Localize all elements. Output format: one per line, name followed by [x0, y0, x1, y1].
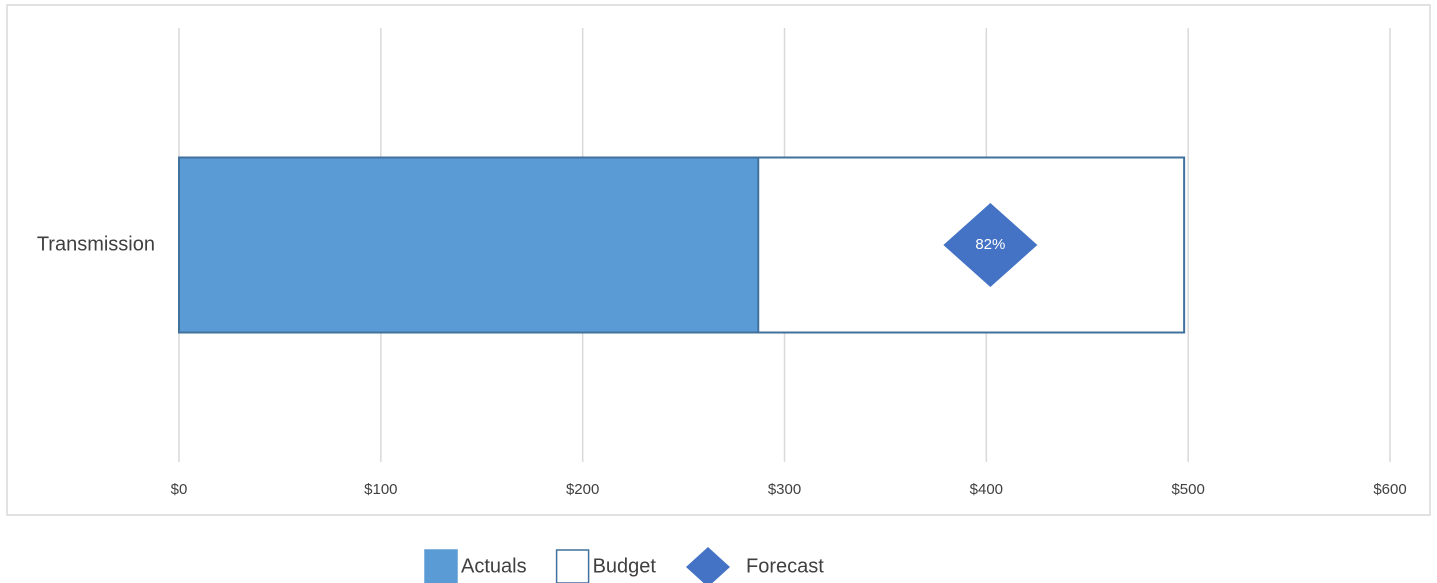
- x-tick-label: $400: [970, 481, 1003, 498]
- legend-swatch: [424, 549, 458, 583]
- legend-label: Forecast: [746, 555, 824, 577]
- legend-swatch: [685, 547, 730, 583]
- x-tick-label: $500: [1171, 481, 1204, 498]
- x-tick-label: $100: [364, 481, 397, 498]
- bar: [178, 156, 760, 334]
- x-tick-label: $200: [566, 481, 599, 498]
- category-label: Transmission: [37, 233, 155, 255]
- x-tick-label: $300: [768, 481, 801, 498]
- x-tick-label: $0: [171, 481, 188, 498]
- forecast-marker: [943, 203, 1038, 287]
- legend-label: Budget: [593, 555, 657, 577]
- x-tick-label: $600: [1373, 481, 1406, 498]
- legend-swatch: [555, 549, 590, 583]
- legend-label: Actuals: [461, 555, 527, 577]
- forecast-label: 82%: [975, 236, 1005, 253]
